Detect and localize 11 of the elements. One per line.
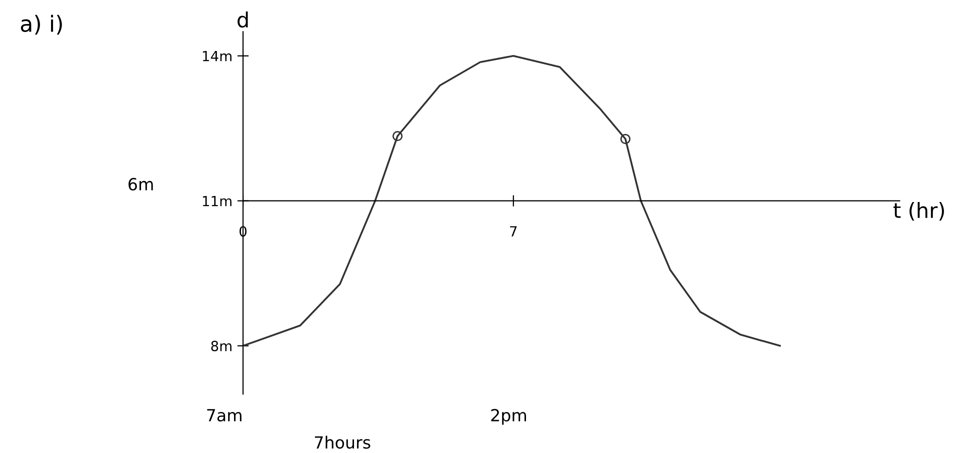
- text: a) i): [20, 14, 62, 35]
- x-axis-title: t (hr): [893, 202, 944, 221]
- y-axis-title: d: [238, 12, 248, 28]
- x-tick-label: 7: [510, 226, 517, 236]
- text: 2pm: [491, 408, 526, 425]
- y-tick-label: 8m: [211, 340, 232, 352]
- text: 7hours: [314, 436, 370, 449]
- y-tick-label: 14m: [202, 51, 232, 62]
- y-tick-label: 11m: [202, 196, 232, 206]
- text: 7am: [207, 409, 242, 422]
- text: 6m: [128, 178, 153, 190]
